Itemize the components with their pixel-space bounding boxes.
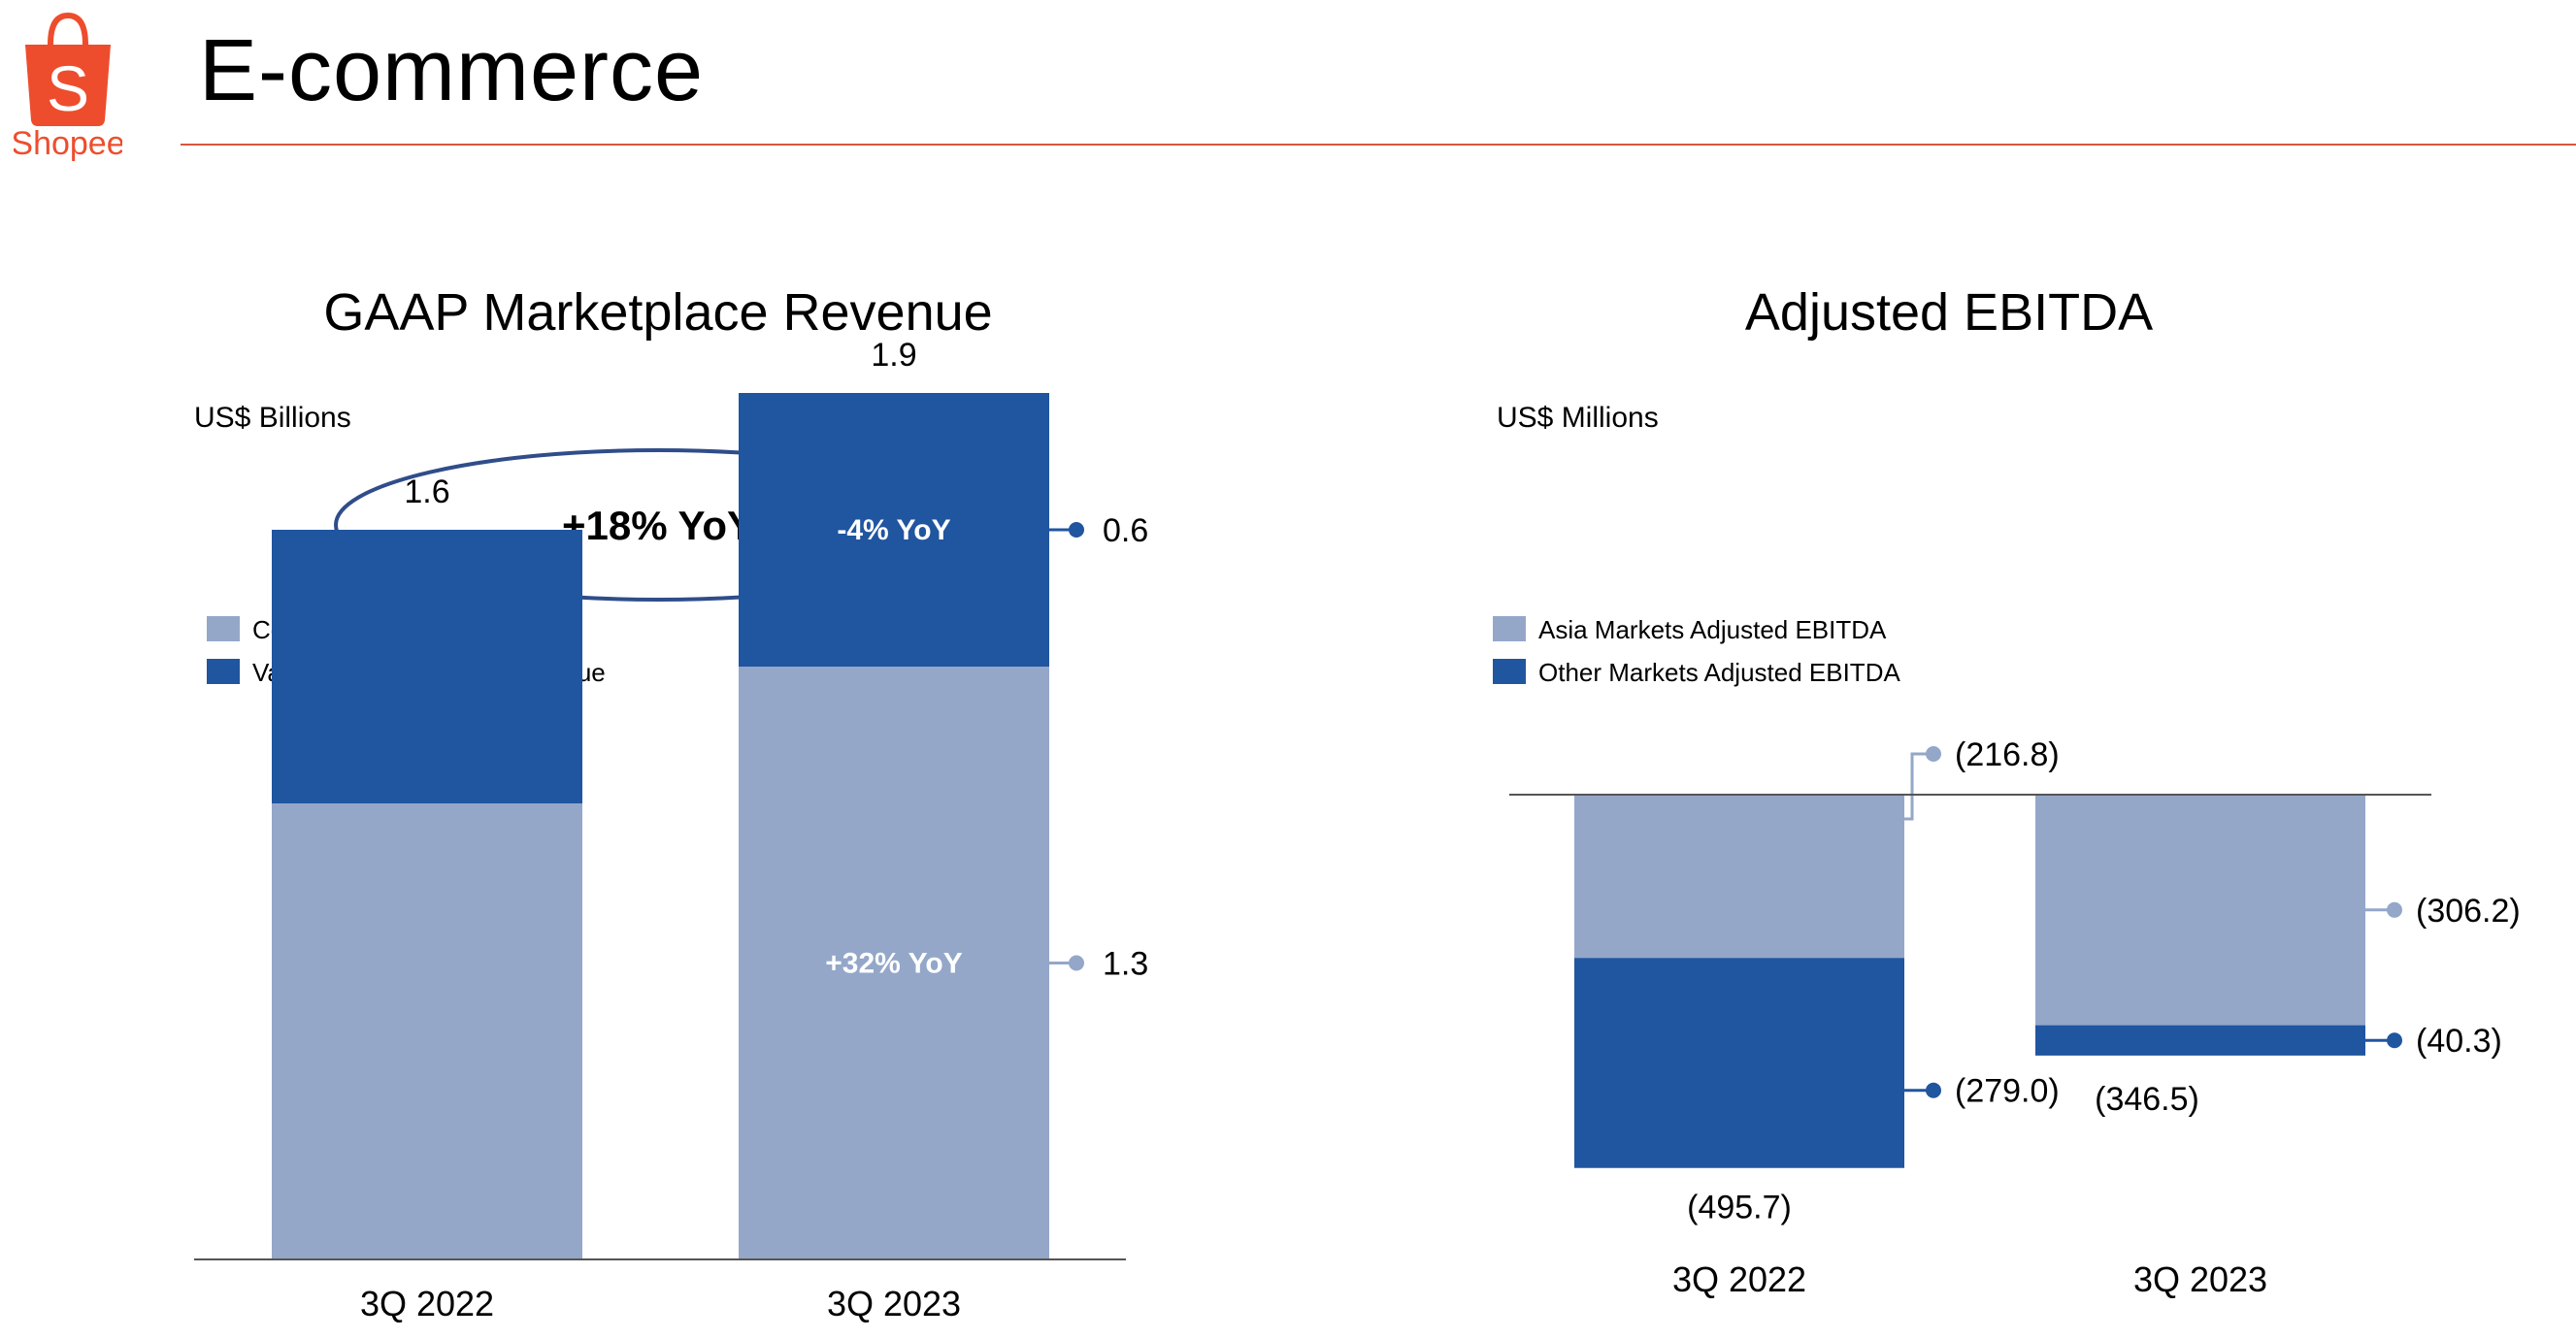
bar-segment bbox=[272, 530, 582, 803]
callout-label: (40.3) bbox=[2416, 1023, 2502, 1060]
x-tick-label: 3Q 2022 bbox=[360, 1284, 494, 1323]
highlight-label: +18% YoY bbox=[562, 503, 754, 548]
shopee-logo: S Shopee bbox=[14, 12, 122, 161]
callout-label: 0.6 bbox=[1103, 512, 1148, 549]
bar-segment bbox=[739, 393, 1049, 667]
bar-segment bbox=[2035, 1025, 2365, 1056]
x-tick-label: 3Q 2023 bbox=[827, 1284, 961, 1323]
callout-label: (279.0) bbox=[1955, 1073, 2060, 1110]
legend-swatch bbox=[207, 616, 240, 641]
callout-dot bbox=[1069, 522, 1084, 538]
legend-swatch bbox=[1493, 616, 1526, 641]
callout-dot bbox=[1069, 955, 1084, 971]
inner-yoy-label: +32% YoY bbox=[825, 948, 962, 980]
x-tick-label: 3Q 2023 bbox=[2133, 1259, 2267, 1299]
bar-segment bbox=[739, 667, 1049, 1259]
inner-yoy-label: -4% YoY bbox=[837, 514, 950, 546]
callout-dot bbox=[2387, 901, 2402, 918]
unit-label: US$ Billions bbox=[194, 402, 351, 434]
bar-segment bbox=[1574, 795, 1904, 959]
total-label: 1.6 bbox=[404, 474, 449, 510]
x-tick-label: 3Q 2022 bbox=[1672, 1259, 1806, 1299]
bar-segment bbox=[1574, 958, 1904, 1168]
chart-title: GAAP Marketplace Revenue bbox=[323, 283, 992, 342]
total-label: 1.9 bbox=[871, 337, 916, 374]
bar-segment bbox=[2035, 795, 2365, 1026]
legend-swatch bbox=[207, 659, 240, 684]
legend-swatch bbox=[1493, 659, 1526, 684]
legend-label: Asia Markets Adjusted EBITDA bbox=[1538, 615, 1887, 644]
callout-leader bbox=[1904, 752, 1933, 821]
total-label: (346.5) bbox=[2095, 1081, 2199, 1118]
bar-segment bbox=[272, 803, 582, 1259]
svg-text:S: S bbox=[47, 52, 89, 124]
callout-label: (306.2) bbox=[2416, 893, 2521, 930]
callout-label: (216.8) bbox=[1955, 736, 2060, 773]
legend-label: Other Markets Adjusted EBITDA bbox=[1538, 658, 1900, 687]
shopping-bag-icon bbox=[25, 45, 111, 126]
callout-dot bbox=[1926, 1082, 1941, 1098]
chart-title: Adjusted EBITDA bbox=[1745, 283, 2153, 342]
callout-label: 1.3 bbox=[1103, 946, 1148, 983]
callout-dot bbox=[1926, 746, 1941, 762]
unit-label: US$ Millions bbox=[1497, 402, 1659, 434]
brand-name: Shopee bbox=[14, 125, 122, 161]
callout-dot bbox=[2387, 1032, 2402, 1049]
page-title: E-commerce bbox=[199, 22, 705, 119]
total-label: (495.7) bbox=[1687, 1190, 1792, 1226]
title-divider bbox=[181, 144, 2576, 146]
